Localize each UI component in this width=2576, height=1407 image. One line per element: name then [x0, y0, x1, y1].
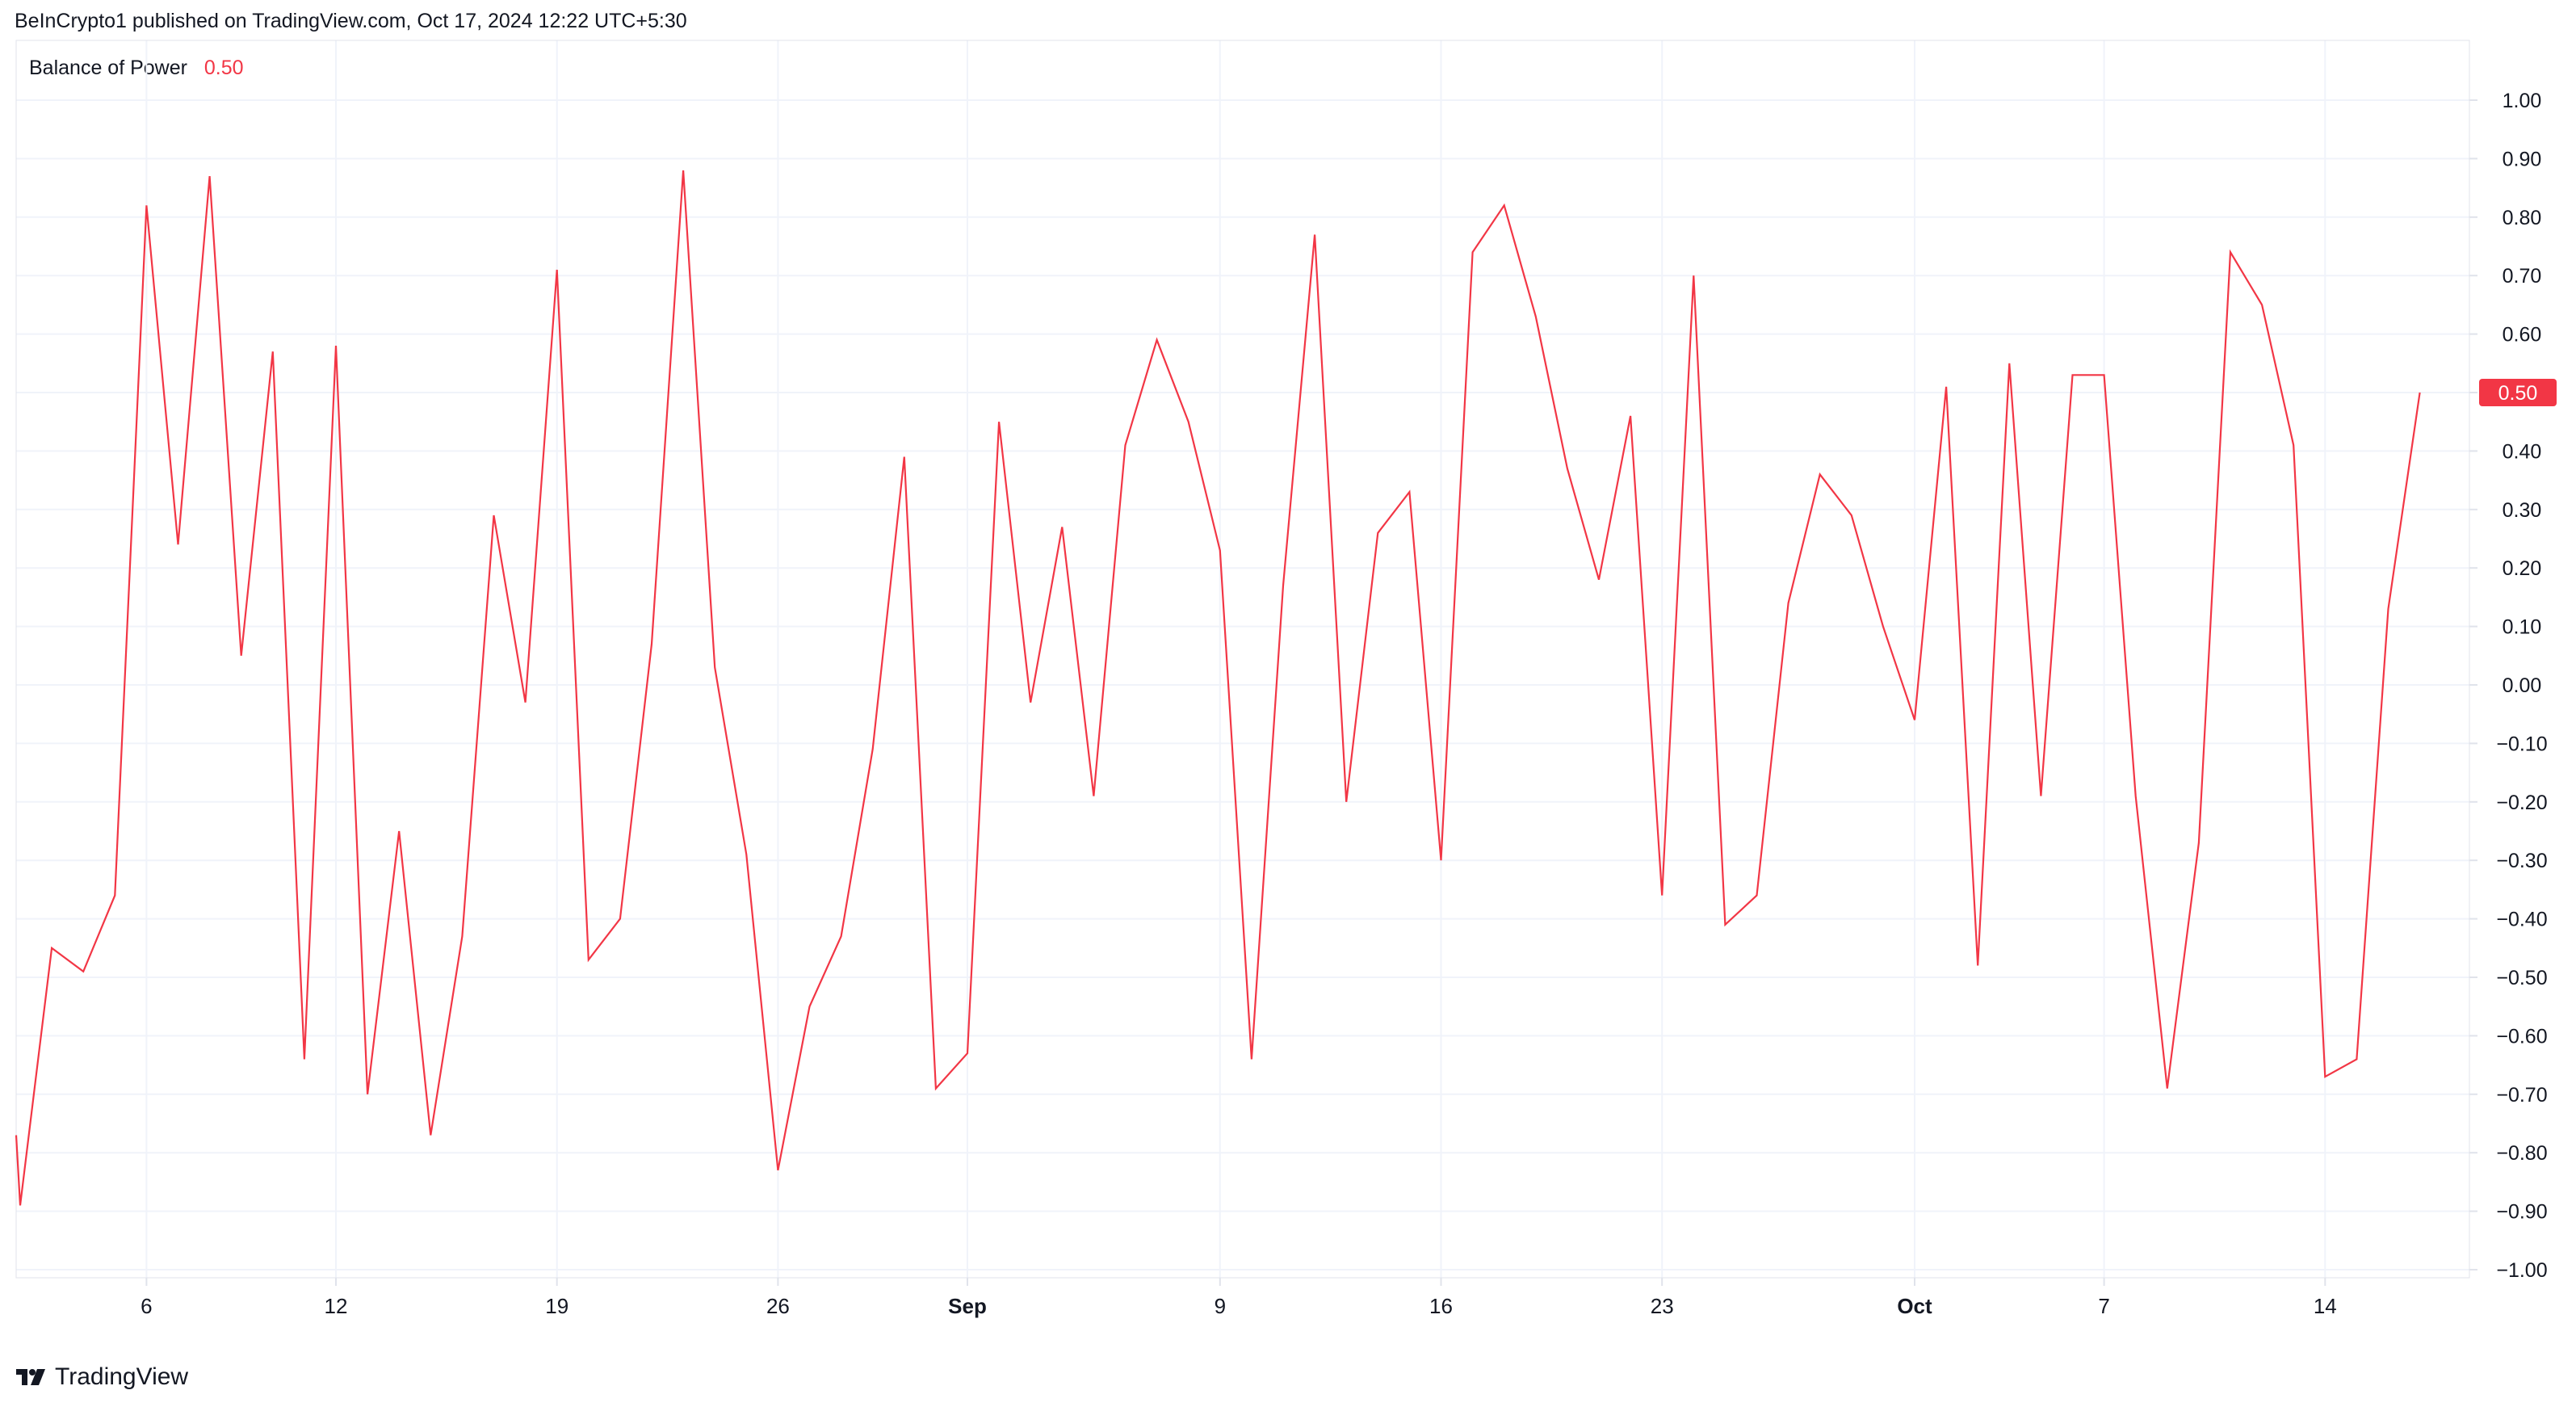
tradingview-logo[interactable]: TradingView — [15, 1363, 188, 1391]
x-tick-label: 19 — [545, 1294, 568, 1318]
y-tick-label: −0.90 — [2496, 1201, 2547, 1224]
y-tick-label: −0.10 — [2496, 733, 2547, 755]
last-value-badge — [2479, 379, 2557, 406]
y-tick-label: 1.00 — [2503, 90, 2542, 112]
x-axis-labels: 6 12 19 26 Sep 9 16 23 Oct 7 14 — [141, 1294, 2337, 1318]
y-tick-label: −0.40 — [2496, 909, 2547, 931]
y-tick-label: 0.40 — [2503, 440, 2542, 463]
publish-info: BeInCrypto1 published on TradingView.com… — [15, 10, 687, 32]
tradingview-brand-text: TradingView — [55, 1363, 189, 1390]
y-tick-label: 0.60 — [2503, 324, 2542, 346]
x-tick-label: 7 — [2098, 1294, 2109, 1318]
x-tick-label: 23 — [1651, 1294, 1674, 1318]
y-tick-label: −0.30 — [2496, 850, 2547, 872]
x-tick-label: 14 — [2314, 1294, 2337, 1318]
x-tick-label: 9 — [1215, 1294, 1226, 1318]
y-tick-label: −0.70 — [2496, 1084, 2547, 1107]
y-tick-label: 0.70 — [2503, 265, 2542, 288]
y-tick-label: −0.50 — [2496, 967, 2547, 989]
plot-frame — [15, 40, 2470, 1279]
tradingview-logo-icon — [16, 1369, 45, 1385]
x-tick-label: 6 — [141, 1294, 152, 1318]
axes — [15, 40, 2477, 1286]
y-tick-label: −0.20 — [2496, 792, 2547, 814]
last-value-text: 0.50 — [2498, 382, 2538, 405]
y-tick-label: 0.80 — [2503, 207, 2542, 229]
grid-lines — [16, 40, 2469, 1278]
x-tick-label: Sep — [948, 1294, 987, 1318]
y-tick-label: −1.00 — [2496, 1259, 2547, 1282]
series-line — [15, 170, 2421, 1206]
x-tick-label: 12 — [325, 1294, 348, 1318]
series-layer — [15, 170, 2421, 1206]
y-tick-label: 0.30 — [2503, 499, 2542, 522]
y-tick-label: 0.00 — [2503, 674, 2542, 697]
x-tick-label: 16 — [1429, 1294, 1453, 1318]
y-tick-label: 0.10 — [2503, 616, 2542, 639]
x-tick-label: Oct — [1897, 1294, 1932, 1318]
y-tick-label: 0.90 — [2503, 148, 2542, 170]
y-tick-label: −0.60 — [2496, 1025, 2547, 1048]
y-tick-label: −0.80 — [2496, 1142, 2547, 1165]
indicator-legend[interactable]: Balance of Power 0.50 — [29, 57, 244, 80]
x-tick-label: 26 — [766, 1294, 790, 1318]
y-tick-label: 0.20 — [2503, 557, 2542, 580]
last-value-marker: 0.50 — [2479, 379, 2557, 406]
indicator-value: 0.50 — [203, 57, 244, 79]
y-axis-labels: 1.00 0.90 0.80 0.70 0.60 0.50 0.40 0.30 0.20 0.10… — [2496, 90, 2547, 1282]
indicator-name: Balance of Power — [29, 57, 187, 79]
